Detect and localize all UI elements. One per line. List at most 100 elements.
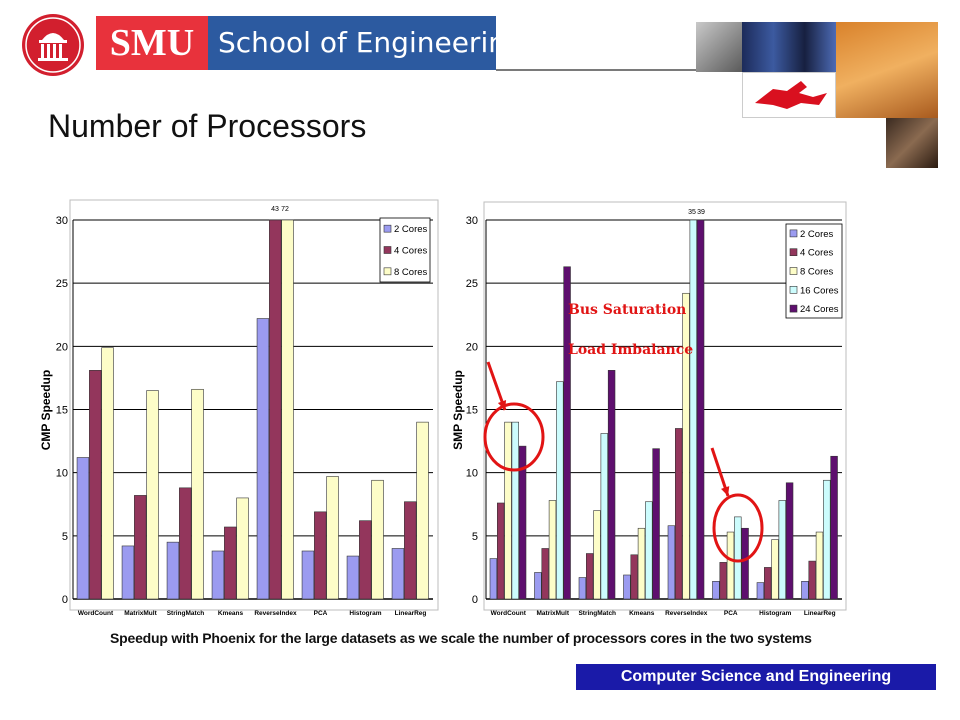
- bar: [504, 421, 512, 600]
- bar: [563, 266, 571, 600]
- bar: [623, 574, 631, 600]
- bar: [511, 421, 519, 600]
- legend-swatch: [383, 224, 392, 233]
- bar: [756, 582, 765, 600]
- bar: [771, 539, 779, 600]
- photo-building-columns: [836, 22, 938, 118]
- bar: [191, 388, 204, 600]
- bar: [764, 567, 772, 600]
- bar: [314, 511, 327, 600]
- bar: [586, 553, 594, 600]
- bar: [630, 554, 638, 600]
- bar: [548, 500, 557, 600]
- x-tick-label: MatrixMult: [124, 610, 157, 617]
- bar: [166, 541, 180, 600]
- bar: [269, 219, 282, 600]
- bar: [741, 527, 749, 600]
- bar: [359, 520, 372, 600]
- header-divider: [496, 69, 740, 71]
- dallas-hall-icon: [25, 17, 81, 73]
- bar: [534, 572, 542, 600]
- bar: [134, 495, 147, 600]
- x-tick-label: Kmeans: [629, 610, 655, 617]
- chart-cmp: 0 5 10 15 20 25 30 CMP Speedup WordCount MatrixMu…: [39, 199, 439, 617]
- bar: [689, 219, 697, 600]
- bus-saturation-circle: [483, 402, 545, 472]
- smu-wordmark: SMU: [96, 16, 208, 70]
- y-tick-label: 0: [472, 594, 478, 606]
- bar: [607, 370, 616, 600]
- x-tick-label: StringMatch: [578, 610, 616, 617]
- school-of-engineering-banner: School of Engineering: [208, 16, 524, 70]
- bar: [146, 390, 159, 600]
- y-tick-label: 0: [62, 594, 68, 606]
- bar: [830, 455, 838, 600]
- legend-label: 8 Cores: [800, 267, 834, 278]
- bar: [719, 562, 727, 600]
- load-imbalance-arrow-head: [721, 486, 730, 496]
- bar: [652, 448, 660, 600]
- legend-label: 8 Cores: [394, 267, 428, 278]
- bar: [489, 558, 498, 600]
- x-tick-label: ReverseIndex: [665, 610, 708, 617]
- x-tick-label: Histogram: [759, 610, 791, 617]
- bar: [785, 482, 794, 600]
- bar: [224, 526, 237, 600]
- bar: [696, 219, 705, 600]
- x-tick-label: WordCount: [491, 610, 527, 617]
- bar: [808, 560, 816, 600]
- legend-label: 4 Cores: [394, 246, 428, 257]
- bar: [801, 581, 809, 600]
- bar: [712, 581, 720, 600]
- bar: [675, 428, 683, 600]
- legend-swatch: [383, 246, 392, 254]
- bar: [236, 497, 249, 600]
- y-tick-label: 20: [466, 341, 478, 353]
- chart-smp: 0 5 10 15 20 25 30 SMP Speedup WordCount MatrixMu…: [451, 201, 847, 617]
- bar: [211, 550, 225, 600]
- legend-swatch: [789, 304, 798, 313]
- data-label: 43: [271, 206, 279, 213]
- bar: [281, 219, 294, 600]
- legend-swatch: [789, 248, 798, 256]
- load-imbalance-circle: [712, 493, 764, 563]
- smu-seal-logo: [22, 14, 84, 76]
- bar: [76, 457, 90, 600]
- bar: [778, 500, 786, 600]
- y-tick-label: 25: [466, 278, 478, 290]
- bar: [301, 550, 315, 600]
- x-tick-label: MatrixMult: [537, 610, 570, 617]
- legend-swatch: [789, 285, 798, 294]
- photo-server-racks: [742, 22, 836, 72]
- x-tick-label: WordCount: [78, 610, 114, 617]
- bar: [179, 487, 192, 600]
- x-tick-label: PCA: [314, 610, 328, 617]
- bar: [121, 545, 135, 600]
- y-axis-label: CMP Speedup: [39, 370, 53, 450]
- legend-label: 2 Cores: [394, 224, 428, 235]
- x-tick-label: LinearReg: [804, 610, 836, 617]
- bar: [667, 525, 676, 600]
- department-footer: Computer Science and Engineering: [576, 664, 936, 690]
- bar: [518, 445, 527, 600]
- mustang-mascot-image: [742, 72, 836, 118]
- data-label: 35: [688, 209, 696, 216]
- bar: [541, 548, 549, 600]
- bar: [416, 421, 429, 600]
- legend-label: 24 Cores: [800, 304, 839, 315]
- page-title: Number of Processors: [48, 108, 367, 144]
- bar: [726, 531, 735, 600]
- figure-caption: Speedup with Phoenix for the large datas…: [110, 630, 812, 646]
- bar: [391, 548, 405, 600]
- y-tick-label: 25: [56, 278, 68, 290]
- x-tick-label: LinearReg: [395, 610, 427, 617]
- y-tick-label: 5: [62, 531, 68, 543]
- load-imbalance-annotation: Load Imbalance: [568, 342, 694, 358]
- annotation-overlay: [483, 361, 764, 563]
- x-tick-label: StringMatch: [167, 610, 205, 617]
- bus-saturation-annotation: Bus Saturation: [568, 302, 687, 318]
- legend-swatch: [789, 229, 798, 238]
- data-label: 72: [281, 206, 289, 213]
- y-tick-label: 10: [466, 468, 478, 480]
